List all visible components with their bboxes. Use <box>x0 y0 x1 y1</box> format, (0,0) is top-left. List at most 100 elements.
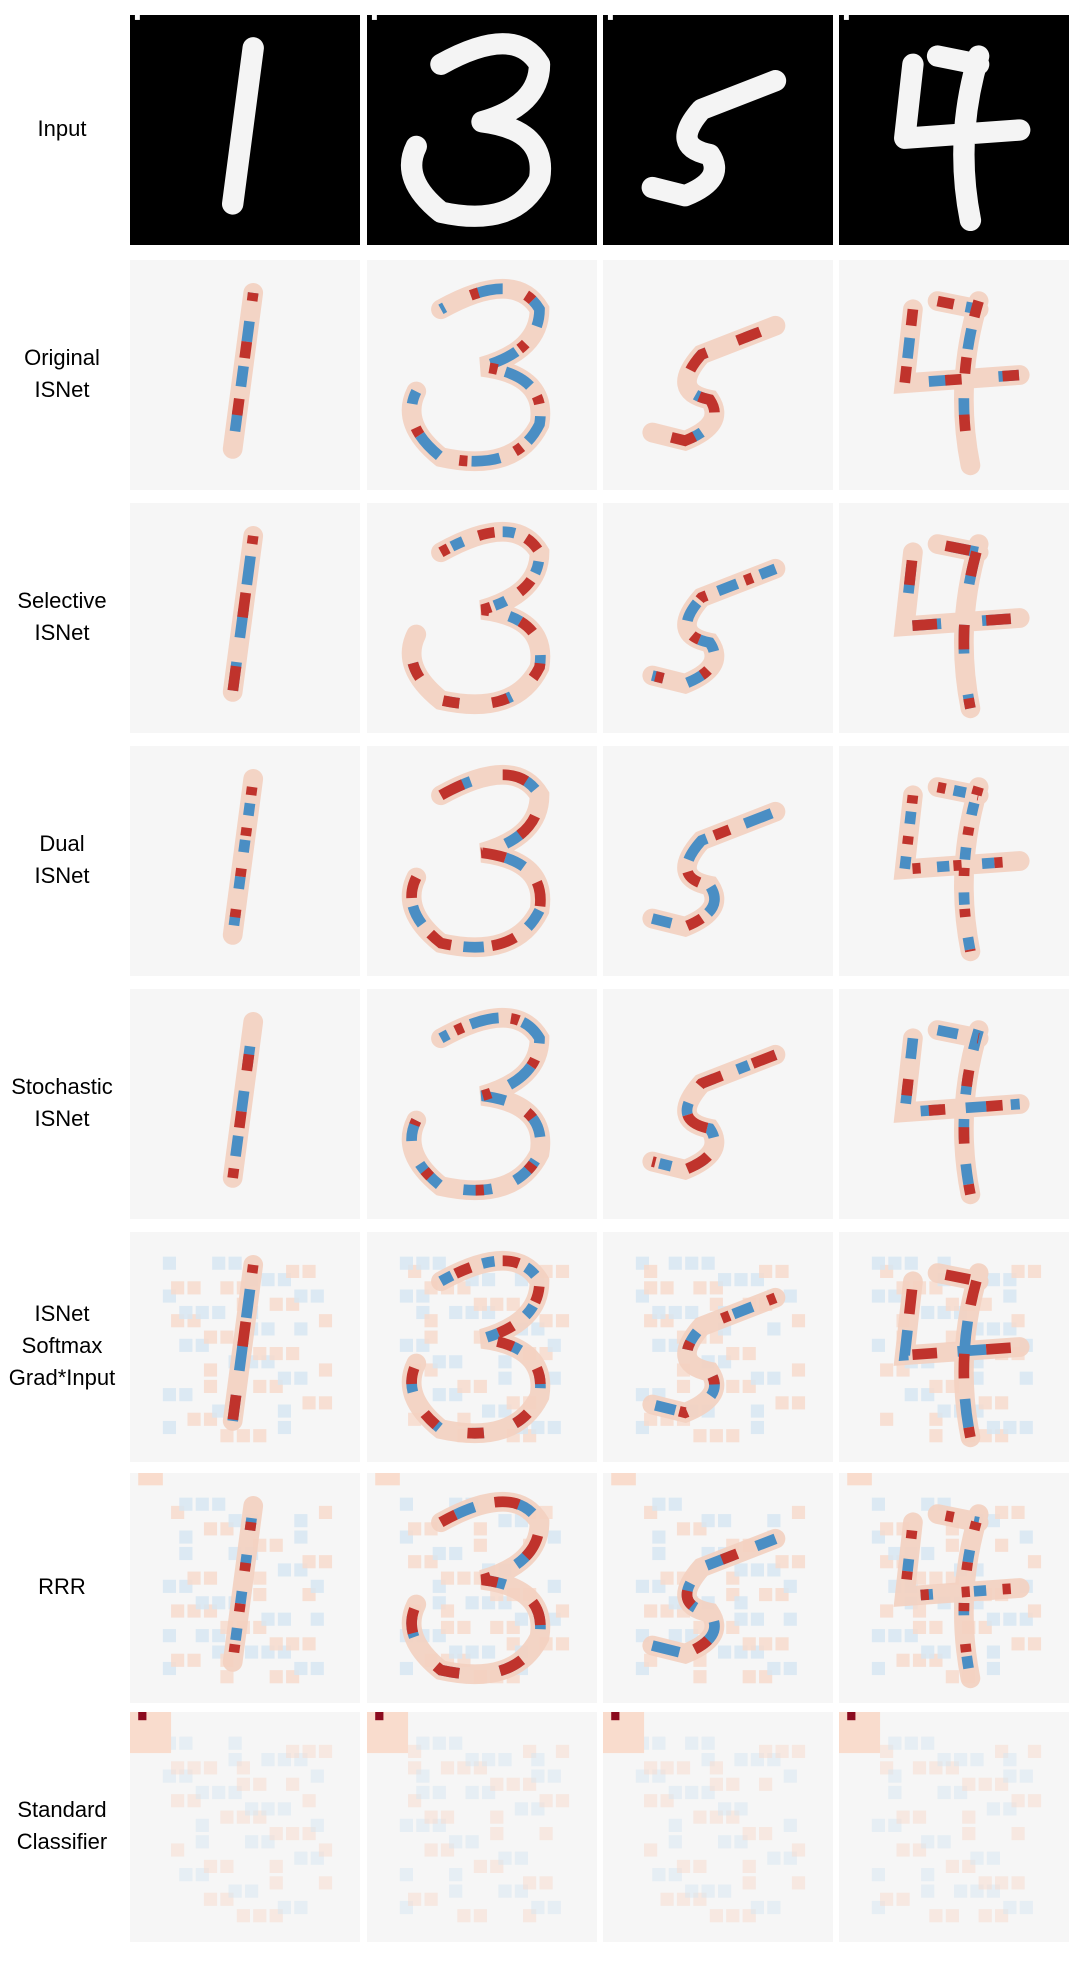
noise <box>652 1546 666 1561</box>
noise <box>742 1347 756 1361</box>
noise <box>871 1818 885 1832</box>
noise <box>668 1785 682 1800</box>
noise <box>937 1835 951 1849</box>
noise <box>531 1900 545 1915</box>
panel <box>603 260 833 490</box>
noise <box>179 1546 193 1561</box>
corner <box>839 1712 881 1754</box>
noise <box>742 1670 756 1684</box>
noise <box>203 1379 218 1393</box>
noise <box>644 1761 658 1775</box>
noise <box>871 1256 885 1270</box>
noise <box>449 1305 463 1320</box>
noise <box>921 1736 935 1750</box>
panel <box>130 260 360 490</box>
noise <box>555 1264 570 1278</box>
noise <box>253 1347 267 1361</box>
noise <box>498 1371 512 1385</box>
noise <box>302 1396 316 1410</box>
noise <box>294 1371 308 1385</box>
noise <box>547 1579 561 1593</box>
noise <box>1027 1794 1042 1808</box>
noise <box>261 1802 275 1816</box>
noise <box>896 1653 910 1667</box>
panel-bg <box>603 503 833 733</box>
noise <box>1003 1769 1017 1783</box>
noise <box>302 1744 316 1758</box>
noise <box>954 1884 968 1898</box>
corner-dot <box>611 1712 620 1721</box>
noise <box>912 1620 927 1634</box>
noise <box>253 1429 267 1443</box>
noise <box>195 1305 209 1320</box>
noise <box>498 1514 512 1528</box>
panel <box>130 15 360 245</box>
noise <box>203 1330 218 1344</box>
noise <box>1019 1769 1033 1783</box>
noise <box>742 1637 756 1651</box>
corner <box>603 1712 645 1754</box>
noise <box>318 1744 333 1758</box>
noise <box>652 1497 666 1511</box>
noise <box>1003 1289 1017 1303</box>
noise <box>1003 1753 1017 1767</box>
noise <box>742 1827 756 1841</box>
panel-bg <box>603 260 833 490</box>
noise <box>962 1777 976 1791</box>
noise <box>228 1514 242 1528</box>
noise <box>652 1305 666 1320</box>
noise <box>399 1818 413 1832</box>
noise <box>701 1736 715 1750</box>
noise <box>449 1546 463 1561</box>
noise <box>547 1420 561 1435</box>
noise <box>775 1264 789 1278</box>
noise <box>171 1653 185 1667</box>
noise <box>921 1835 935 1849</box>
panel-bg <box>603 15 833 245</box>
noise <box>547 1530 561 1544</box>
panel <box>130 989 360 1219</box>
noise <box>791 1843 806 1857</box>
noise <box>1027 1604 1042 1618</box>
noise <box>318 1876 333 1890</box>
noise <box>791 1876 806 1890</box>
noise <box>783 1612 797 1626</box>
noise <box>399 1256 413 1270</box>
noise <box>896 1892 910 1906</box>
noise <box>245 1802 259 1816</box>
noise <box>547 1338 561 1352</box>
noise <box>945 1297 959 1311</box>
panel <box>839 260 1069 490</box>
noise <box>652 1868 666 1882</box>
noise <box>718 1645 732 1659</box>
noise <box>986 1802 1000 1816</box>
noise <box>277 1563 291 1577</box>
noise <box>978 1909 992 1923</box>
noise <box>921 1645 935 1659</box>
noise <box>962 1810 976 1824</box>
noise <box>416 1736 430 1750</box>
noise <box>759 1588 773 1602</box>
noise <box>228 1256 242 1270</box>
noise <box>539 1876 553 1890</box>
panel <box>603 1712 833 1942</box>
noise <box>896 1843 910 1857</box>
noise <box>1003 1900 1017 1915</box>
noise <box>676 1859 691 1873</box>
noise <box>1011 1264 1025 1278</box>
noise <box>482 1645 496 1659</box>
row-label: Classifier <box>17 1829 107 1854</box>
noise <box>775 1555 789 1569</box>
noise <box>783 1579 797 1593</box>
noise <box>718 1884 732 1898</box>
panel <box>367 260 597 490</box>
noise <box>310 1289 324 1303</box>
noise <box>506 1396 520 1410</box>
noise <box>726 1777 740 1791</box>
noise <box>775 1744 789 1758</box>
noise <box>457 1379 471 1393</box>
noise <box>775 1637 789 1651</box>
noise <box>457 1571 471 1585</box>
noise <box>318 1396 333 1410</box>
corner <box>847 1473 872 1486</box>
